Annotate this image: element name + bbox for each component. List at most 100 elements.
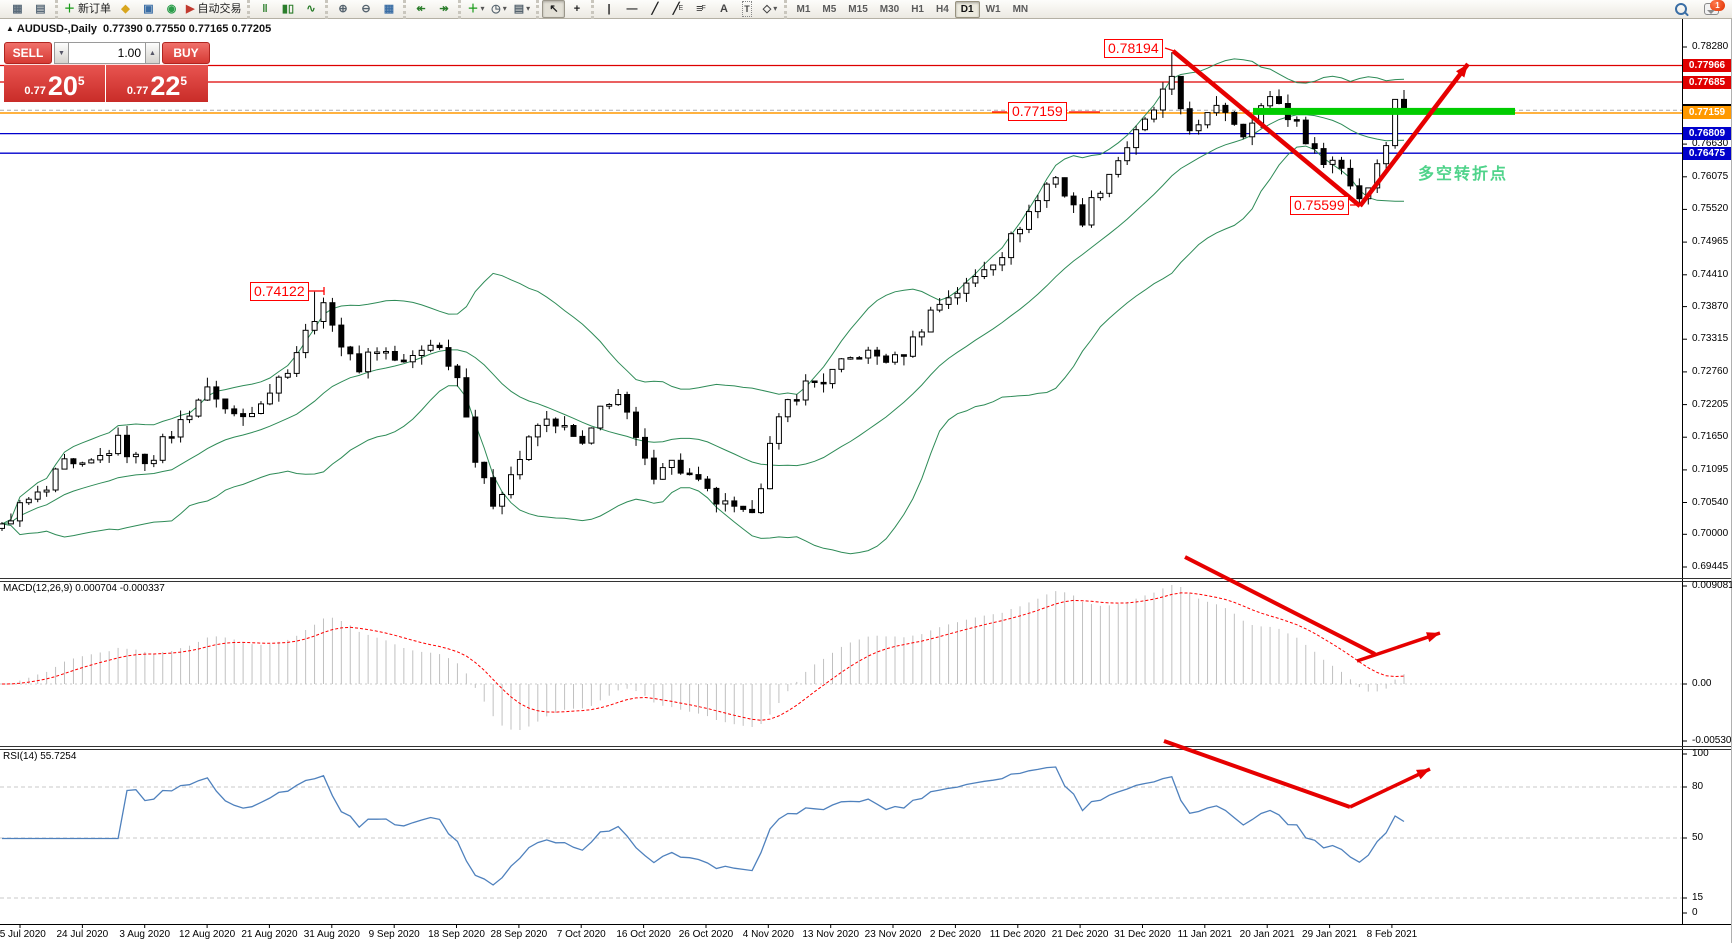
volume-input[interactable] bbox=[69, 42, 145, 64]
callout-high[interactable]: 0.78194 bbox=[1104, 39, 1163, 58]
callout-aug-high[interactable]: 0.74122 bbox=[250, 282, 309, 301]
volume-decrease-button[interactable]: ▼ bbox=[54, 42, 69, 64]
toolbar-group-trading: ＋新订单 ◆ ▣ ◉ ▶ 自动交易 bbox=[55, 0, 247, 19]
arrows-icon[interactable]: ◇ ▾ bbox=[762, 3, 778, 15]
zoom-in-icon[interactable]: ⊕ bbox=[338, 3, 348, 15]
zoom-out-icon[interactable]: ⊖ bbox=[361, 3, 371, 15]
buy-price-pips: 22 bbox=[150, 71, 181, 101]
price-tick-label: 0.76630 bbox=[1692, 138, 1729, 150]
equidistant-channel-icon[interactable]: ╱ E bbox=[672, 3, 684, 15]
notifications-icon[interactable]: 1 bbox=[1700, 0, 1725, 18]
new-order-button[interactable]: ＋新订单 bbox=[64, 3, 111, 15]
price-tick-label: 0.74965 bbox=[1692, 236, 1729, 248]
date-tick-label: 11 Dec 2020 bbox=[989, 929, 1046, 940]
cursor-icon[interactable]: ↖ bbox=[542, 0, 566, 18]
crosshair-icon[interactable]: + bbox=[573, 3, 581, 15]
date-tick-label: 4 Nov 2020 bbox=[742, 929, 794, 940]
date-tick-label: 2 Dec 2020 bbox=[929, 929, 981, 940]
candlestick-chart-icon[interactable]: ▮▯ bbox=[281, 3, 295, 15]
toolbar-group-timeframes: M1 M5 M15 M30 H1 H4 D1 W1 MN bbox=[784, 0, 1037, 19]
timeframe-h1[interactable]: H1 bbox=[911, 3, 924, 15]
terminal-icon[interactable]: ▣ bbox=[143, 3, 154, 15]
templates-icon[interactable]: ▤ ▾ bbox=[513, 3, 531, 15]
auto-scroll-icon[interactable]: ↞ bbox=[416, 3, 426, 15]
vertical-line-icon[interactable]: | bbox=[607, 3, 611, 15]
sell-button[interactable]: SELL bbox=[4, 42, 52, 64]
chart-title: ▲ AUDUSD-,Daily 0.77390 0.77550 0.77165 0.… bbox=[6, 23, 271, 35]
timeframe-h4[interactable]: H4 bbox=[936, 3, 949, 15]
one-click-trading-panel: SELL ▼ ▲ BUY 0.77 20 5 0.77 22 5 bbox=[4, 42, 212, 102]
date-tick-label: 20 Jan 2021 bbox=[1239, 929, 1295, 940]
bar-chart-icon[interactable]: ǁ bbox=[262, 3, 268, 15]
new-chart-icon[interactable]: ▦ bbox=[12, 3, 23, 15]
community-icon[interactable]: ◉ bbox=[166, 3, 177, 15]
timeframe-d1[interactable]: D1 bbox=[954, 0, 980, 18]
chinese-annotation-note[interactable]: 多空转折点 bbox=[1418, 166, 1509, 183]
date-tick-label: 8 Feb 2021 bbox=[1366, 929, 1418, 940]
candlesticks bbox=[0, 52, 1407, 531]
date-tick-label: 24 Jul 2020 bbox=[56, 929, 109, 940]
text-label-icon[interactable]: T bbox=[735, 0, 758, 18]
price-tick-label: 0.74410 bbox=[1692, 268, 1729, 280]
date-tick-label: 12 Aug 2020 bbox=[178, 929, 236, 940]
price-tick-label: 0.71095 bbox=[1692, 463, 1729, 475]
styler-icon[interactable]: ◆ bbox=[121, 3, 130, 15]
timeframe-m30[interactable]: M30 bbox=[879, 3, 900, 15]
macd-axis-label: 0.009081 bbox=[1692, 580, 1732, 591]
rsi-axis-label: 50 bbox=[1692, 832, 1704, 843]
text-icon[interactable]: A bbox=[720, 3, 728, 15]
date-tick-label: 31 Aug 2020 bbox=[303, 929, 360, 940]
trendline-icon[interactable]: ╱ bbox=[651, 3, 659, 15]
sell-price-prefix: 0.77 bbox=[24, 85, 46, 97]
date-tick-label: 21 Dec 2020 bbox=[1051, 929, 1109, 940]
chart-shift-icon[interactable]: ↠ bbox=[439, 3, 449, 15]
annotation-arrows[interactable] bbox=[309, 47, 1470, 809]
volume-increase-button[interactable]: ▲ bbox=[145, 42, 160, 64]
price-tick-label: 0.70000 bbox=[1692, 528, 1729, 540]
price-tick-label: 0.71650 bbox=[1692, 431, 1729, 443]
date-tick-label: 11 Jan 2021 bbox=[1177, 929, 1232, 940]
rsi-axis-label: 100 bbox=[1692, 748, 1709, 759]
date-tick-label: 15 Jul 2020 bbox=[0, 929, 46, 940]
tile-windows-icon[interactable]: ▦ bbox=[383, 3, 395, 15]
sell-price-pips: 20 bbox=[47, 71, 78, 101]
callout-support[interactable]: 0.77159 bbox=[1008, 102, 1067, 121]
buy-price-tile[interactable]: 0.77 22 5 bbox=[106, 65, 208, 102]
toolbar-group-zoom: ⊕ ⊖ ▦ bbox=[325, 0, 403, 19]
periods-icon[interactable]: ◷ ▾ bbox=[491, 3, 507, 15]
toolbar-group-draw-tools: | — ╱ ╱ E ≡ F A T ◇ ▾ bbox=[591, 0, 784, 19]
autotrading-button[interactable]: ▶ 自动交易 bbox=[186, 3, 242, 15]
toolbar-group-scroll: ↞ ↠ bbox=[403, 0, 458, 19]
indicators-icon[interactable]: ＋ ▾ bbox=[467, 3, 485, 15]
timeframe-m15[interactable]: M15 bbox=[848, 3, 868, 15]
date-tick-label: 18 Sep 2020 bbox=[428, 929, 485, 940]
green-zone-line[interactable] bbox=[1253, 107, 1515, 115]
notification-badge: 1 bbox=[1710, 0, 1725, 11]
horizontal-line-icon[interactable]: — bbox=[626, 3, 638, 15]
chart-profiles-icon[interactable]: ▤ bbox=[35, 3, 46, 15]
timeframe-m5[interactable]: M5 bbox=[822, 3, 837, 15]
rsi-line bbox=[2, 766, 1405, 886]
date-tick-label: 7 Oct 2020 bbox=[556, 929, 606, 940]
top-toolbar: ▦ ▤ ＋新订单 ◆ ▣ ◉ ▶ 自动交易 ǁ ▮▯ ∿ ⊕ ⊖ ▦ ↞ ↠ ＋ ▾ ◷ ▾ ▤ ▾ ↖ + | — ╱ ╱ E ≡ F A T… bbox=[0, 0, 1732, 19]
price-tick-label: 0.72760 bbox=[1692, 365, 1729, 377]
callout-low[interactable]: 0.75599 bbox=[1290, 196, 1349, 215]
search-icon[interactable] bbox=[1669, 0, 1692, 18]
timeframe-w1[interactable]: W1 bbox=[985, 3, 1001, 15]
price-badge: 0.76475 bbox=[1683, 146, 1731, 160]
toolbar-group-chart-type: ǁ ▮▯ ∿ bbox=[247, 0, 325, 19]
line-chart-icon[interactable]: ∿ bbox=[306, 3, 316, 15]
fibonacci-icon[interactable]: ≡ F bbox=[696, 3, 706, 15]
price-badge: 0.76809 bbox=[1683, 127, 1731, 141]
price-tick-label: 0.75520 bbox=[1692, 203, 1729, 215]
timeframe-m1[interactable]: M1 bbox=[796, 3, 811, 15]
timeframe-mn[interactable]: MN bbox=[1012, 3, 1029, 15]
buy-button[interactable]: BUY bbox=[162, 42, 210, 64]
price-tick-label: 0.72205 bbox=[1692, 398, 1729, 410]
symbol-collapse-arrow[interactable]: ▲ bbox=[6, 24, 14, 33]
chart-symbol-period: AUDUSD-,Daily bbox=[16, 23, 97, 35]
sell-price-tile[interactable]: 0.77 20 5 bbox=[4, 65, 106, 102]
toolbar-group-chart-management: ▦ ▤ bbox=[3, 0, 55, 19]
